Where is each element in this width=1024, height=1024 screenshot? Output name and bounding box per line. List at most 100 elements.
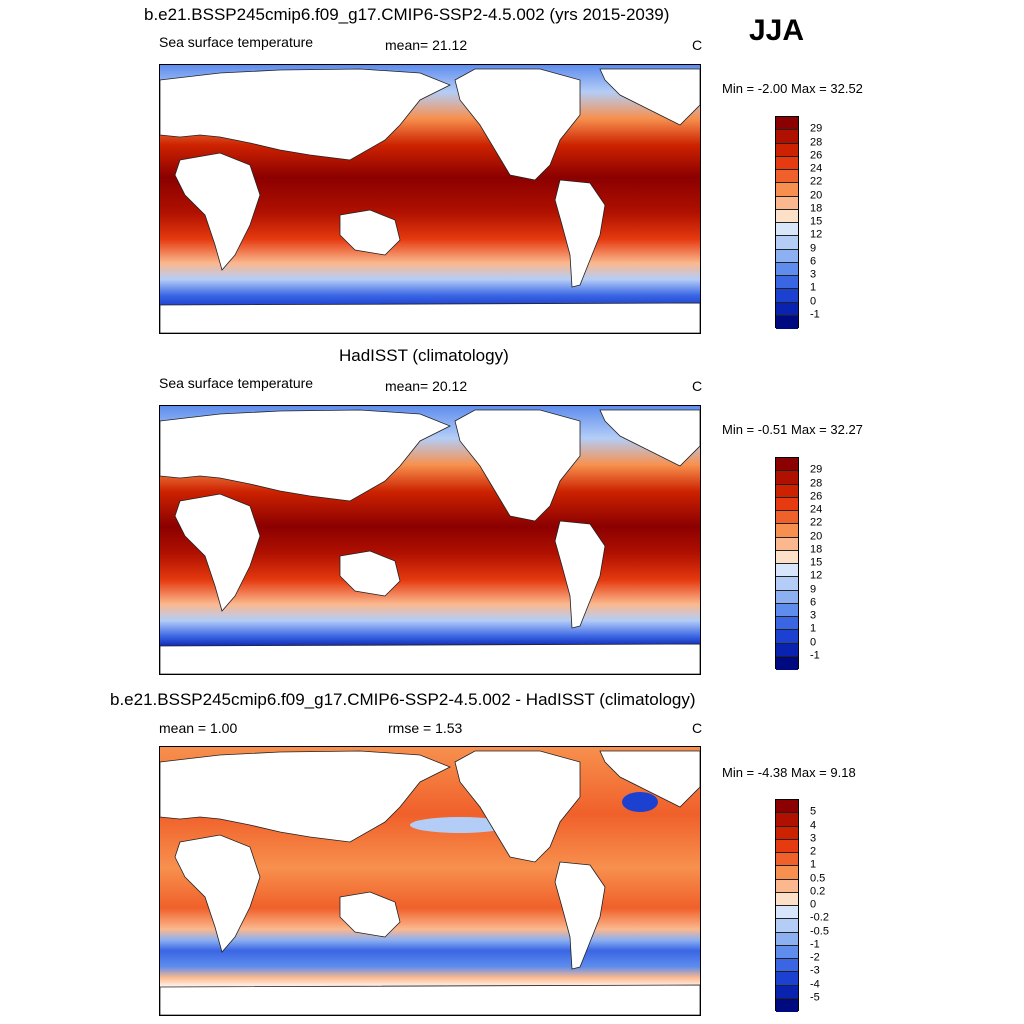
colorbar-label: 20 <box>810 189 823 201</box>
colorbar-swatch <box>776 223 798 237</box>
colorbar-label: 24 <box>810 162 823 175</box>
colorbar-swatch <box>776 919 798 933</box>
colorbar-swatch <box>776 564 798 578</box>
colorbar-swatch <box>776 550 798 564</box>
colorbar-swatch <box>776 315 798 329</box>
colorbar-label: 15 <box>810 215 823 228</box>
colorbar-swatch <box>776 276 798 290</box>
colorbar-swatch <box>776 130 798 144</box>
colorbar-label: -1 <box>810 308 820 321</box>
colorbar-swatch <box>776 630 798 644</box>
colorbar-swatch <box>776 143 798 157</box>
panel2-map-svg <box>160 406 700 674</box>
panel1-colorbar <box>775 116 799 329</box>
colorbar-label: 0.5 <box>810 872 826 884</box>
colorbar-label: 1 <box>810 622 817 635</box>
panel2-colorbar <box>775 457 799 670</box>
colorbar-label: 20 <box>810 530 823 542</box>
panel1-map-svg <box>160 65 700 333</box>
colorbar-swatch <box>776 839 798 853</box>
colorbar-swatch <box>776 302 798 316</box>
colorbar-swatch <box>776 209 798 223</box>
colorbar-label: 0 <box>810 636 817 648</box>
colorbar-label: 3 <box>810 268 817 281</box>
colorbar-swatch <box>776 196 798 210</box>
colorbar-label: 29 <box>810 463 823 476</box>
panel2-units-label: C <box>692 378 703 394</box>
colorbar-label: -4 <box>810 978 820 990</box>
colorbar-label: 6 <box>810 596 817 609</box>
colorbar-label: 24 <box>810 503 823 516</box>
colorbar-swatch <box>776 972 798 986</box>
colorbar-swatch <box>776 892 798 906</box>
colorbar-label: 12 <box>810 569 823 582</box>
panel3-title: b.e21.BSSP245cmip6.f09_g17.CMIP6-SSP2-4.… <box>110 690 696 709</box>
colorbar-swatch <box>776 603 798 617</box>
colorbar-label: 1 <box>810 281 817 294</box>
panel3-map <box>159 746 701 1016</box>
colorbar-swatch <box>776 866 798 880</box>
panel3-colorbar <box>775 799 799 1012</box>
colorbar-label: 26 <box>810 149 823 162</box>
colorbar-swatch <box>776 511 798 525</box>
colorbar-label: -0.2 <box>810 911 829 924</box>
colorbar-label: 18 <box>810 202 823 215</box>
colorbar-label: 22 <box>810 175 823 188</box>
colorbar-swatch <box>776 853 798 867</box>
colorbar-swatch <box>776 617 798 631</box>
colorbar-swatch <box>776 643 798 657</box>
panel3-mean-label: mean = 1.00 <box>159 720 238 736</box>
colorbar-swatch <box>776 117 798 131</box>
colorbar-label: 6 <box>810 255 817 268</box>
colorbar-label: 29 <box>810 122 823 135</box>
panel3-map-svg <box>160 747 700 1015</box>
colorbar-swatch <box>776 262 798 276</box>
colorbar-label: 15 <box>810 556 823 569</box>
panel2-minmax-label: Min = -0.51 Max = 32.27 <box>722 422 863 437</box>
panel3-units-label: C <box>692 720 703 736</box>
colorbar-swatch <box>776 289 798 303</box>
colorbar-swatch <box>776 656 798 670</box>
colorbar-label: -1 <box>810 649 820 662</box>
colorbar-label: 5 <box>810 805 817 818</box>
colorbar-label: 12 <box>810 228 823 241</box>
colorbar-swatch <box>776 458 798 472</box>
panel1-variable-label: Sea surface temperature <box>159 34 314 50</box>
colorbar-label: 1 <box>810 858 817 871</box>
colorbar-swatch <box>776 236 798 250</box>
colorbar-label: 18 <box>810 543 823 556</box>
panel1-title: b.e21.BSSP245cmip6.f09_g17.CMIP6-SSP2-4.… <box>144 5 670 24</box>
colorbar-swatch <box>776 959 798 973</box>
colorbar-label: 0 <box>810 295 817 307</box>
colorbar-swatch <box>776 998 798 1012</box>
colorbar-label: -2 <box>810 951 820 964</box>
colorbar-swatch <box>776 826 798 840</box>
panel2-mean-label: mean= 20.12 <box>385 378 468 394</box>
colorbar-label: -0.5 <box>810 925 829 937</box>
colorbar-label: 28 <box>810 136 823 148</box>
colorbar-label: 26 <box>810 490 823 503</box>
panel1-map <box>159 64 701 334</box>
colorbar-label: 0.2 <box>810 885 826 898</box>
colorbar-label: 22 <box>810 516 823 529</box>
colorbar-label: -3 <box>810 964 820 977</box>
colorbar-swatch <box>776 800 798 814</box>
panel3-rmse-label: rmse = 1.53 <box>388 720 463 736</box>
colorbar-swatch <box>776 484 798 498</box>
colorbar-swatch <box>776 249 798 263</box>
panel2-map <box>159 405 701 675</box>
colorbar-label: 28 <box>810 477 823 489</box>
colorbar-swatch <box>776 945 798 959</box>
colorbar-swatch <box>776 813 798 827</box>
colorbar-label: 9 <box>810 583 817 595</box>
colorbar-swatch <box>776 985 798 999</box>
panel2-variable-label: Sea surface temperature <box>159 375 314 391</box>
colorbar-swatch <box>776 932 798 946</box>
colorbar-label: 3 <box>810 609 817 622</box>
colorbar-label: 3 <box>810 832 817 845</box>
colorbar-swatch <box>776 879 798 893</box>
colorbar-label: 2 <box>810 845 817 858</box>
colorbar-swatch <box>776 524 798 538</box>
colorbar-swatch <box>776 156 798 170</box>
colorbar-label: -5 <box>810 991 820 1004</box>
